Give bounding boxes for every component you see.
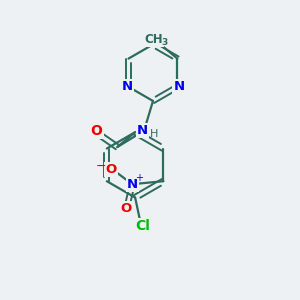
Text: Cl: Cl bbox=[135, 219, 150, 233]
Text: N: N bbox=[173, 80, 184, 93]
Text: −: − bbox=[96, 160, 106, 173]
Text: 3: 3 bbox=[161, 38, 168, 47]
Text: N: N bbox=[127, 178, 138, 191]
Text: +: + bbox=[135, 172, 143, 183]
Text: N: N bbox=[137, 124, 148, 137]
Text: O: O bbox=[91, 124, 102, 138]
Text: O: O bbox=[105, 163, 116, 176]
Text: CH: CH bbox=[144, 33, 163, 46]
Text: H: H bbox=[150, 129, 159, 139]
Text: N: N bbox=[122, 80, 133, 93]
Text: O: O bbox=[121, 202, 132, 215]
